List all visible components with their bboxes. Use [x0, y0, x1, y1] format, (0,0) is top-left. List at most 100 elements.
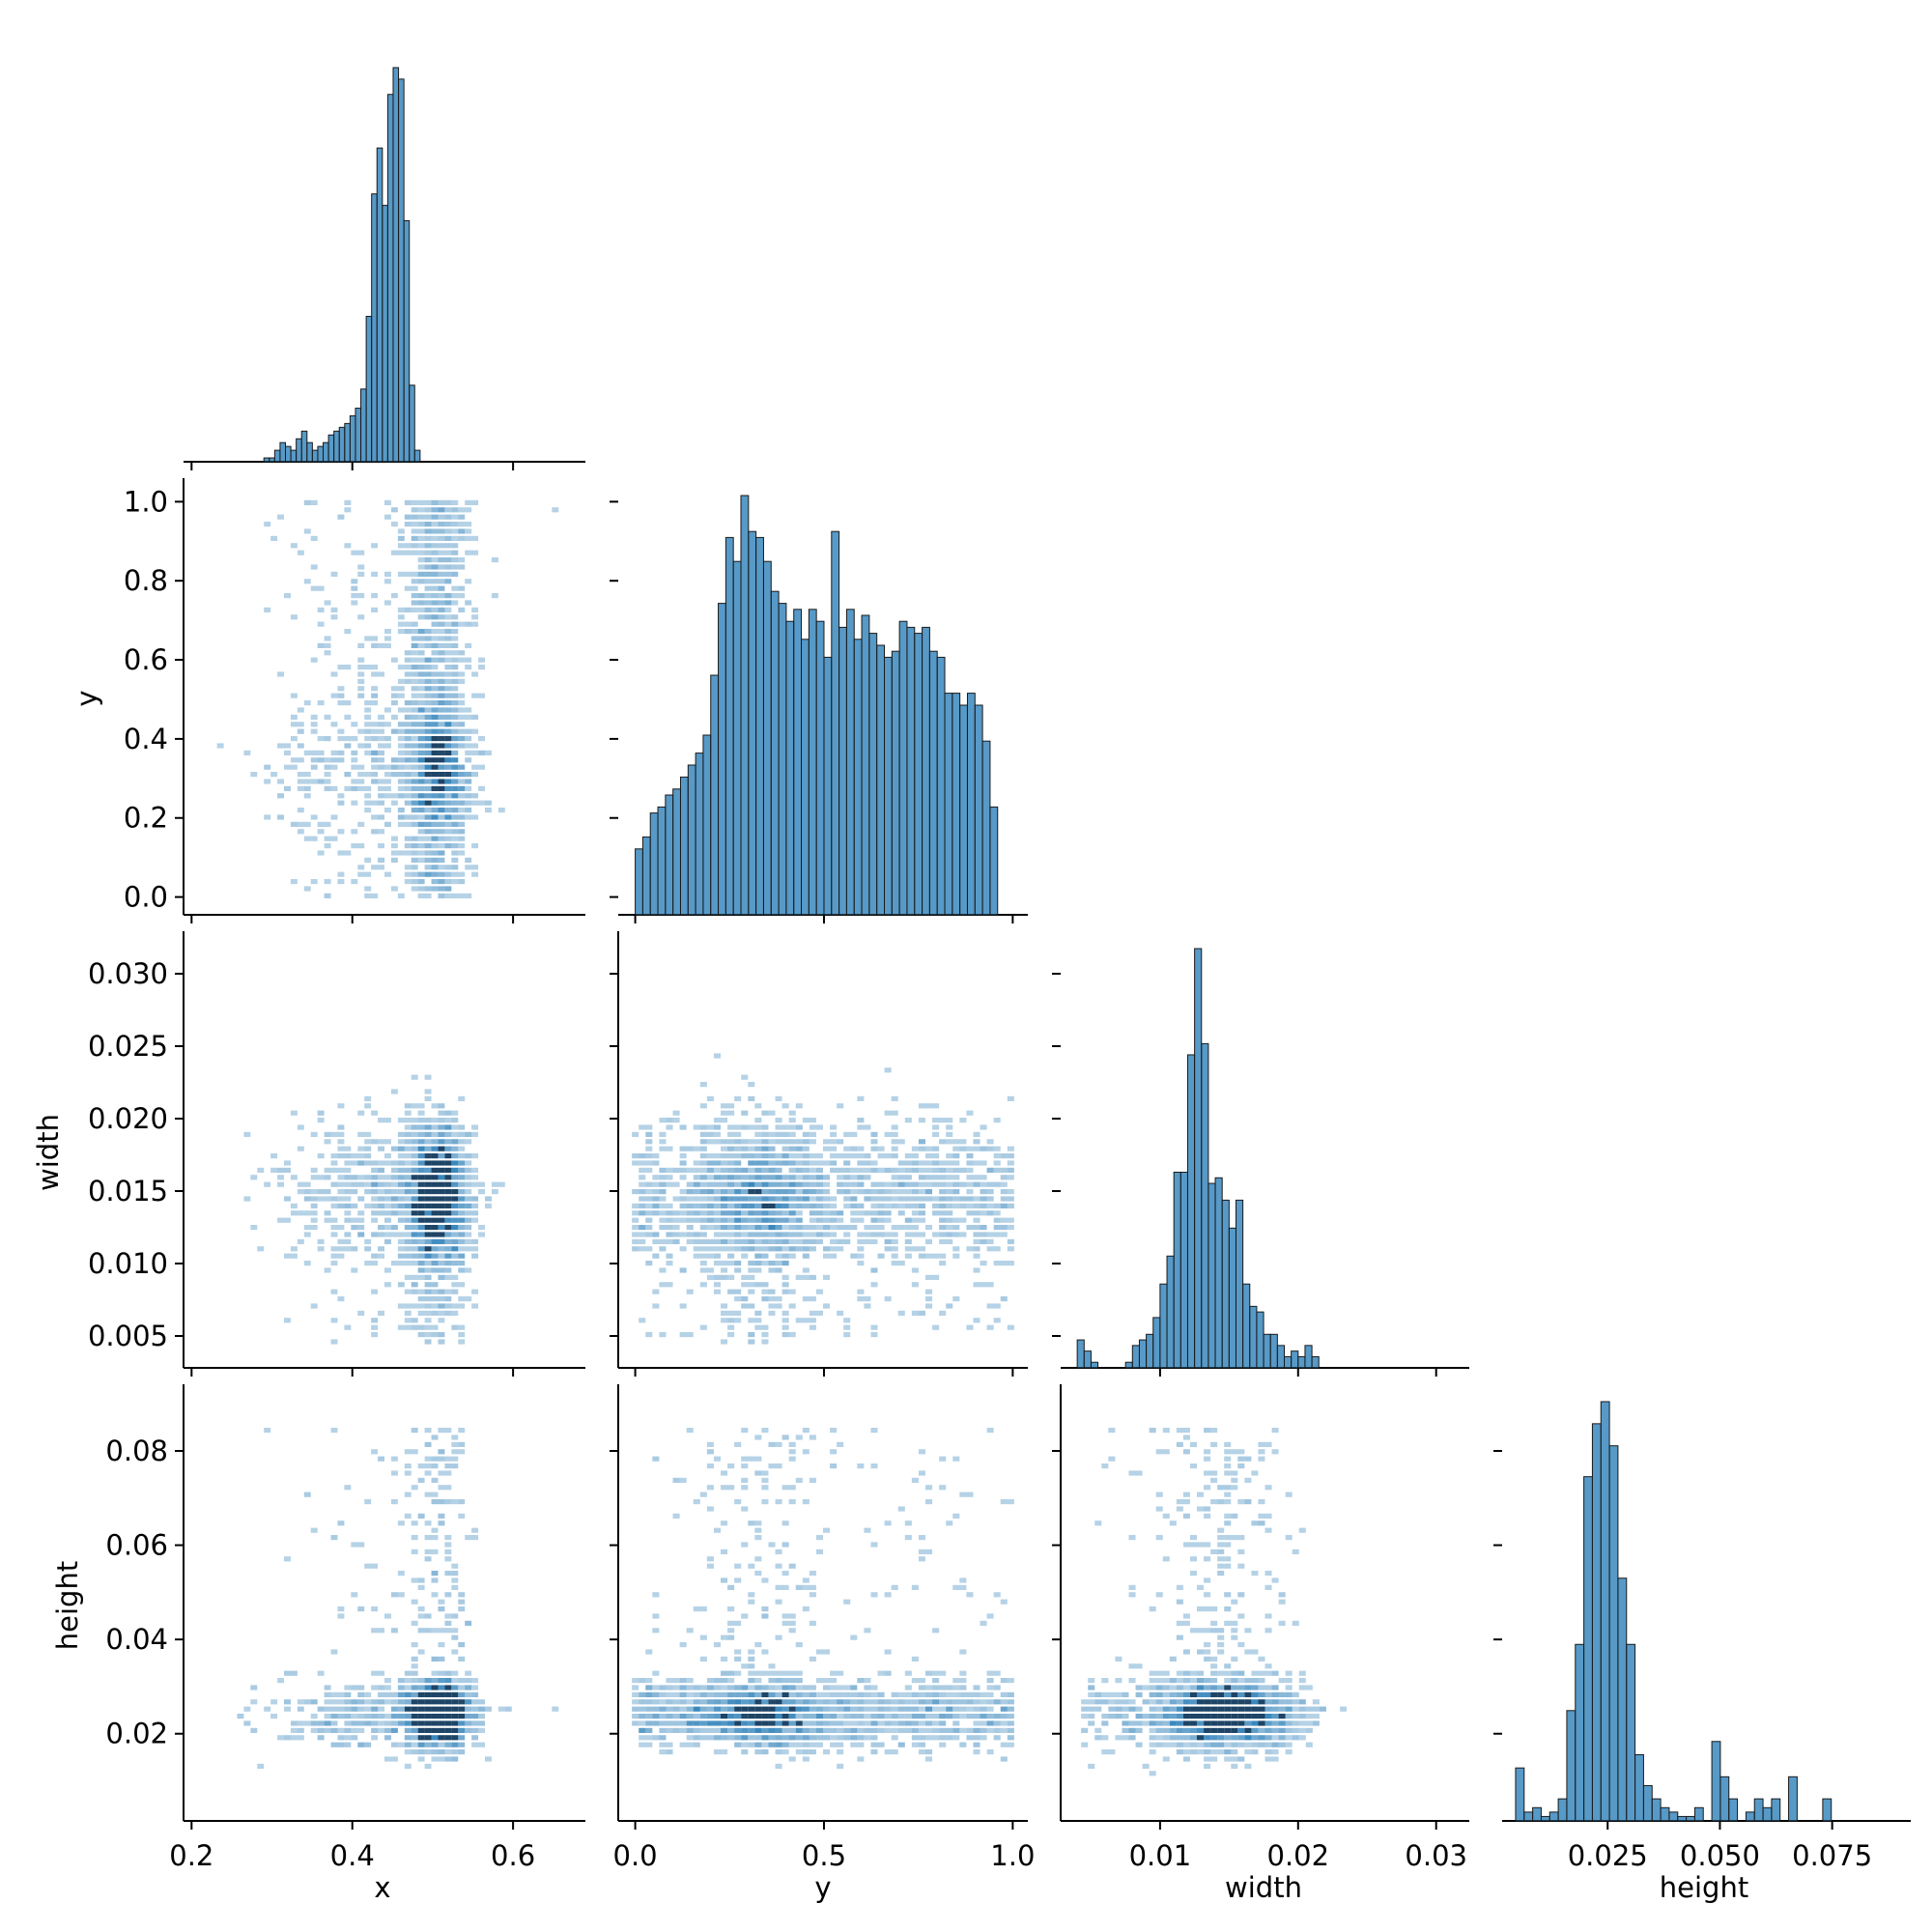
- density-cell: [284, 1735, 291, 1741]
- density-cell: [877, 1699, 885, 1705]
- density-cell: [973, 1735, 980, 1741]
- density-cell: [397, 821, 405, 827]
- density-cell: [303, 1261, 311, 1266]
- density-cell: [384, 579, 391, 584]
- density-cell: [458, 1181, 466, 1187]
- density-cell: [672, 1691, 680, 1697]
- y-tick-label-width: 0.010: [88, 1247, 168, 1280]
- density-cell: [364, 785, 372, 791]
- density-cell: [864, 1691, 871, 1697]
- density-cell: [973, 1742, 980, 1747]
- density-cell: [973, 1181, 980, 1187]
- density-cell: [666, 1706, 673, 1712]
- density-cell: [1197, 1714, 1205, 1719]
- density-cell: [297, 1124, 304, 1130]
- density-cell: [986, 1720, 994, 1726]
- density-cell: [884, 1749, 892, 1755]
- density-cell: [639, 1124, 646, 1130]
- density-cell: [390, 700, 398, 706]
- density-cell: [986, 1189, 994, 1195]
- density-cell: [451, 714, 459, 720]
- density-cell: [693, 1685, 700, 1690]
- density-cell: [465, 1153, 472, 1159]
- density-cell: [357, 671, 365, 677]
- density-cell: [351, 722, 358, 727]
- density-cell: [424, 1267, 432, 1273]
- density-cell: [471, 693, 479, 698]
- density-cell: [277, 514, 284, 520]
- density-cell: [330, 571, 338, 577]
- density-cell: [823, 1274, 831, 1280]
- density-cell: [1217, 1548, 1225, 1554]
- density-cell: [364, 886, 372, 892]
- density-cell: [706, 1153, 714, 1159]
- density-cell: [761, 1577, 769, 1583]
- density-cell: [966, 1196, 974, 1202]
- density-cell: [897, 1225, 905, 1231]
- density-cell: [397, 1714, 405, 1719]
- density-cell: [378, 728, 384, 734]
- density-cell: [364, 1720, 372, 1726]
- density-cell: [809, 1584, 816, 1590]
- density-cell: [632, 1691, 639, 1697]
- density-cell: [891, 1225, 898, 1231]
- density-cell: [458, 1267, 466, 1273]
- hist-bar-y: [801, 639, 810, 916]
- density-cell: [864, 1189, 871, 1195]
- hist-bar-width: [1208, 1182, 1216, 1369]
- density-cell: [417, 522, 425, 527]
- density-cell: [1149, 1742, 1156, 1747]
- density-cell: [713, 1246, 721, 1252]
- density-cell: [679, 1124, 687, 1130]
- density-cell: [823, 1720, 831, 1726]
- density-cell: [337, 1714, 345, 1719]
- density-cell: [371, 642, 379, 648]
- density-cell: [444, 1620, 452, 1626]
- density-cell: [830, 1463, 838, 1469]
- density-cell: [431, 1756, 439, 1762]
- density-cell: [337, 879, 345, 885]
- density-cell: [857, 1678, 865, 1684]
- density-cell: [721, 1685, 728, 1690]
- density-cell: [857, 1232, 865, 1237]
- density-cell: [344, 850, 352, 856]
- density-cell: [330, 1699, 338, 1705]
- density-cell: [1271, 1670, 1279, 1676]
- density-cell: [424, 843, 432, 849]
- density-cell: [1204, 1485, 1211, 1491]
- density-cell: [411, 728, 418, 734]
- density-cell: [330, 764, 338, 770]
- density-cell: [809, 1620, 816, 1626]
- density-cell: [270, 1153, 278, 1159]
- density-cell: [645, 1685, 653, 1690]
- density-cell: [699, 1492, 707, 1497]
- density-cell: [431, 1685, 439, 1690]
- density-cell: [693, 1742, 700, 1747]
- density-cell: [310, 750, 318, 755]
- density-cell: [404, 1274, 412, 1280]
- density-cell: [980, 1160, 987, 1166]
- density-cell: [632, 1210, 639, 1216]
- density-cell: [438, 1274, 445, 1280]
- density-cell: [1305, 1706, 1313, 1712]
- density-cell: [404, 1203, 412, 1208]
- density-cell: [1000, 1203, 1008, 1208]
- density-cell: [397, 1203, 405, 1208]
- density-cell: [303, 528, 311, 534]
- panel-x-vs-x: [184, 67, 585, 470]
- density-cell: [324, 843, 331, 849]
- density-cell: [451, 764, 459, 770]
- density-cell: [264, 764, 271, 770]
- density-cell: [904, 1217, 912, 1223]
- density-cell: [297, 1181, 304, 1187]
- hist-bar-height: [1693, 1806, 1704, 1822]
- density-cell: [857, 1146, 865, 1151]
- density-cell: [337, 1742, 345, 1747]
- density-cell: [478, 1181, 485, 1187]
- density-cell: [397, 693, 405, 698]
- hist-bar-y: [928, 650, 938, 916]
- density-cell: [290, 1110, 298, 1116]
- density-cell: [344, 1685, 352, 1690]
- density-cell: [417, 1749, 425, 1755]
- density-cell: [659, 1189, 667, 1195]
